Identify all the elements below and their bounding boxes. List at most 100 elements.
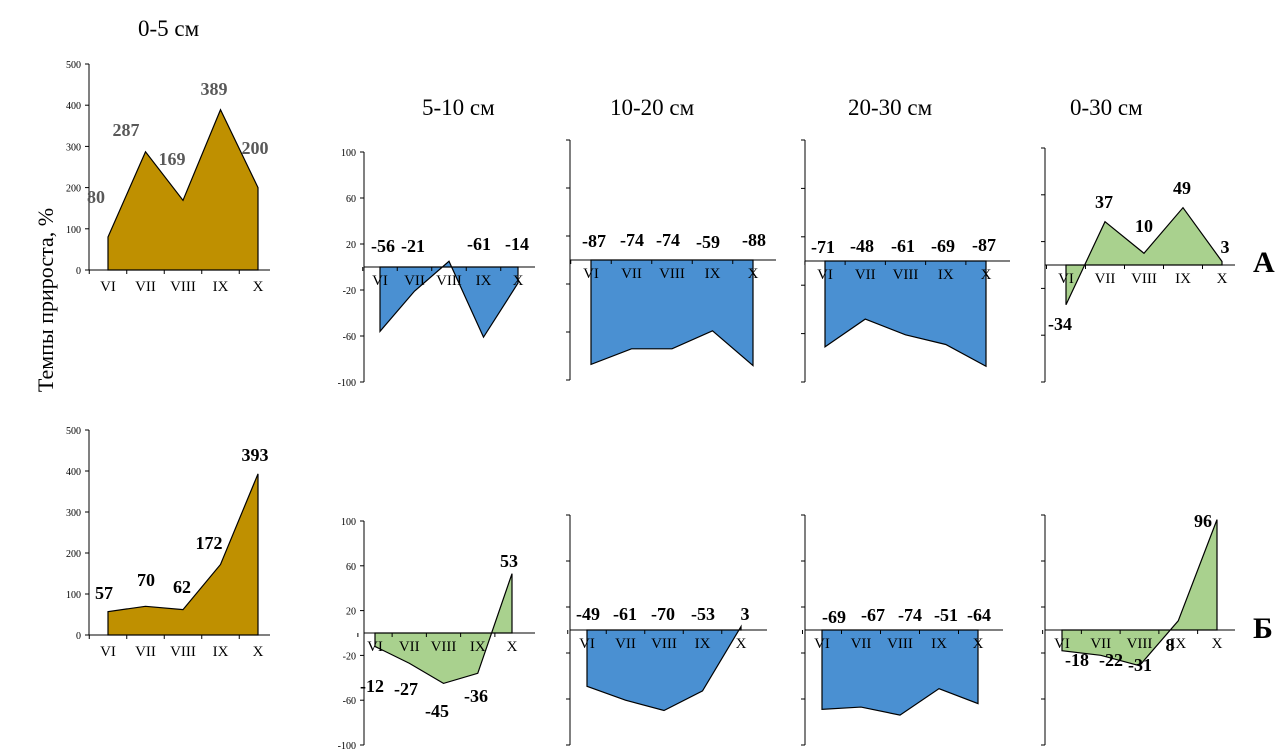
- chart-7-data-label-VII: -27: [394, 679, 418, 699]
- chart-2-data-label-X: -14: [505, 234, 529, 254]
- chart-10-data-label-VI: -18: [1065, 650, 1089, 670]
- chart-10-data-label-IX: 8: [1166, 635, 1175, 655]
- chart-4-data-label-VII: -48: [850, 236, 874, 256]
- chart-6-xtick-label-X: X: [253, 644, 264, 660]
- chart-5-xtick-label-VIII: VIII: [1131, 271, 1157, 287]
- chart-5-xtick-label-IX: IX: [1175, 271, 1191, 287]
- chart-9-xtick-label-VII: VII: [851, 636, 872, 652]
- chart-6-data-label-IX: 172: [196, 533, 223, 553]
- chart-7-ytick-label: 20: [346, 607, 356, 618]
- chart-6-xtick-label-VIII: VIII: [170, 644, 196, 660]
- chart-3-xtick-label-VII: VII: [621, 266, 642, 282]
- chart-1-ytick-label: 300: [66, 142, 81, 153]
- chart-6-xtick-label-VI: VI: [100, 644, 116, 660]
- chart-5-data-label-IX: 49: [1173, 178, 1191, 198]
- chart-8-data-label-IX: -53: [691, 604, 715, 624]
- chart-6-ytick-label: 500: [66, 426, 81, 437]
- chart-2-data-label-VII: -21: [401, 236, 425, 256]
- chart-1-ytick-label: 0: [76, 266, 81, 277]
- chart-5-data-label-X: 3: [1221, 237, 1230, 257]
- chart-2-ytick-label: -60: [343, 332, 356, 343]
- chart-1-data-label-X: 200: [242, 138, 269, 158]
- chart-10-xtick-label-VII: VII: [1090, 636, 1111, 652]
- chart-2-ytick-label: -20: [343, 286, 356, 297]
- chart-7-data-label-VI: -12: [360, 676, 384, 696]
- chart-5-data-label-VIII: 10: [1135, 216, 1153, 236]
- chart-3-xtick-label-VIII: VIII: [659, 266, 685, 282]
- chart-1-data-label-IX: 389: [201, 79, 228, 99]
- chart-5-data-label-VI: -34: [1048, 314, 1072, 334]
- header-10-20: 10-20 см: [610, 95, 695, 120]
- chart-7-xtick-label-IX: IX: [470, 639, 486, 655]
- chart-3-data-label-VII: -74: [620, 230, 644, 250]
- chart-3-data-label-VIII: -74: [656, 230, 680, 250]
- chart-6-xtick-label-VII: VII: [135, 644, 156, 660]
- chart-4-xtick-label-VIII: VIII: [893, 267, 919, 283]
- chart-9-xtick-label-X: X: [973, 636, 984, 652]
- chart-1-ytick-label: 400: [66, 101, 81, 112]
- chart-8-xtick-label-X: X: [736, 636, 747, 652]
- chart-10-area: [1061, 519, 1218, 667]
- chart-6-data-label-VI: 57: [95, 583, 113, 603]
- chart-7-ytick-label: -100: [338, 741, 356, 752]
- chart-1-xtick-label-VII: VII: [135, 279, 156, 295]
- chart-7-data-label-X: 53: [500, 551, 518, 571]
- chart-2-area: [379, 260, 519, 339]
- chart-1-data-label-VIII: 169: [159, 149, 186, 169]
- chart-9-area: [821, 629, 979, 716]
- chart-3-data-label-X: -88: [742, 230, 766, 250]
- chart-7-ytick-label: 60: [346, 562, 356, 573]
- chart-4-xtick-label-VI: VI: [817, 267, 833, 283]
- chart-8-xtick-label-VIII: VIII: [651, 636, 677, 652]
- chart-7-ytick-label: 100: [341, 517, 356, 528]
- chart-2-xtick-label-VI: VI: [372, 273, 388, 289]
- chart-5-area: [1065, 206, 1223, 306]
- chart-1-data-label-VII: 287: [113, 120, 140, 140]
- chart-5-xtick-label-VI: VI: [1058, 271, 1074, 287]
- chart-7-xtick-label-VII: VII: [399, 639, 420, 655]
- chart-4-data-label-VIII: -61: [891, 236, 915, 256]
- chart-9-data-label-IX: -51: [934, 605, 958, 625]
- header-0-5: 0-5 см: [138, 16, 200, 41]
- chart-2-ytick-label: -100: [338, 378, 356, 389]
- chart-1-xtick-label-IX: IX: [213, 279, 229, 295]
- chart-3-data-label-VI: -87: [582, 231, 606, 251]
- chart-6-area: [107, 473, 259, 636]
- chart-2-ytick-label: 100: [341, 148, 356, 159]
- chart-5-data-label-VII: 37: [1095, 192, 1113, 212]
- chart-8-data-label-VIII: -70: [651, 604, 675, 624]
- chart-8-xtick-label-VI: VI: [579, 636, 595, 652]
- chart-9-data-label-VII: -67: [861, 605, 885, 625]
- chart-2-xtick-label-VIII: VIII: [436, 273, 462, 289]
- chart-2-data-label-VI: -56: [371, 236, 395, 256]
- chart-1-xtick-label-VIII: VIII: [170, 279, 196, 295]
- header-5-10: 5-10 см: [422, 95, 495, 120]
- chart-1-xtick-label-VI: VI: [100, 279, 116, 295]
- chart-10-xtick-label-VI: VI: [1054, 636, 1070, 652]
- chart-4-data-label-X: -87: [972, 235, 996, 255]
- chart-10-xtick-label-IX: IX: [1170, 636, 1186, 652]
- chart-7-ytick-label: -20: [343, 651, 356, 662]
- chart-8-xtick-label-VII: VII: [615, 636, 636, 652]
- chart-10-data-label-X: 96: [1194, 511, 1212, 531]
- chart-7-ytick-label: -60: [343, 696, 356, 707]
- chart-6-data-label-X: 393: [242, 445, 269, 465]
- chart-1-ytick-label: 100: [66, 225, 81, 236]
- chart-10-data-label-VIII: -31: [1128, 655, 1152, 675]
- chart-8-area: [586, 624, 742, 712]
- chart-5-xtick-label-X: X: [1217, 271, 1228, 287]
- chart-4-area: [824, 260, 987, 368]
- chart-8-xtick-label-IX: IX: [695, 636, 711, 652]
- chart-10-xtick-label-VIII: VIII: [1127, 636, 1153, 652]
- chart-1-data-label-VI: 80: [87, 187, 105, 207]
- chart-6-xtick-label-IX: IX: [213, 644, 229, 660]
- chart-3-xtick-label-IX: IX: [705, 266, 721, 282]
- chart-9-xtick-label-IX: IX: [931, 636, 947, 652]
- chart-6-ytick-label: 100: [66, 590, 81, 601]
- chart-5-xtick-label-VII: VII: [1095, 271, 1116, 287]
- chart-6-data-label-VII: 70: [137, 570, 155, 590]
- chart-1-area: [107, 108, 259, 271]
- row-label-a: А: [1253, 246, 1275, 279]
- chart-6-ytick-label: 300: [66, 508, 81, 519]
